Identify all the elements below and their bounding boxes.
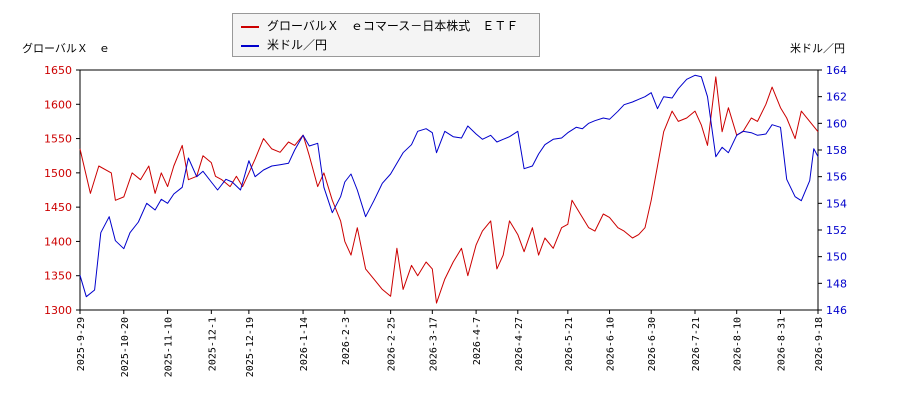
x-axis: 2025-9-29 2025-10-20 2025-11-10 2025-12-1 20… — [76, 310, 825, 377]
x-tick-label: 2025-12-1 — [207, 317, 218, 371]
x-tick-label: 2026-1-14 — [299, 317, 310, 371]
right-tick-label: 148 — [826, 277, 847, 290]
x-tick-label: 2026-6-10 — [606, 317, 617, 371]
right-tick-label: 162 — [826, 91, 847, 104]
left-tick-label: 1350 — [44, 270, 72, 283]
plot-frame — [79, 69, 819, 311]
x-tick-label: 2026-5-21 — [564, 317, 575, 371]
left-tick-label: 1450 — [44, 201, 72, 214]
x-tick-label: 2025-11-10 — [164, 317, 175, 377]
x-tick-label: 2026-4-27 — [514, 317, 525, 371]
legend-item-etf: グローバルＸ ｅコマース－日本株式 ＥＴＦ — [241, 17, 518, 35]
right-tick-label: 160 — [826, 117, 847, 130]
right-tick-label: 158 — [826, 144, 847, 157]
right-axis-title: 米ドル／円 — [790, 42, 845, 55]
x-tick-label: 2025-9-29 — [76, 317, 87, 371]
left-tick-label: 1300 — [44, 304, 72, 317]
right-tick-label: 150 — [826, 251, 847, 264]
legend-swatch-etf — [241, 25, 259, 28]
series-layer — [79, 74, 819, 304]
right-tick-label: 146 — [826, 304, 847, 317]
x-tick-label: 2026-4-7 — [472, 317, 483, 365]
legend-label-usdjpy: 米ドル／円 — [267, 38, 328, 52]
right-tick-label: 164 — [826, 64, 847, 77]
x-tick-label: 2025-12-19 — [245, 317, 256, 377]
left-tick-label: 1650 — [44, 64, 72, 77]
x-tick-label: 2026-6-30 — [647, 317, 658, 371]
x-tick-label: 2026-9-18 — [814, 317, 825, 371]
x-tick-label: 2026-3-17 — [428, 317, 439, 371]
left-tick-label: 1500 — [44, 167, 72, 180]
x-tick-label: 2026-7-21 — [691, 317, 702, 371]
legend: グローバルＸ ｅコマース－日本株式 ＥＴＦ 米ドル／円 — [232, 13, 540, 57]
x-tick-label: 2025-10-20 — [120, 317, 131, 377]
right-tick-label: 154 — [826, 197, 847, 210]
legend-swatch-usdjpy — [241, 44, 259, 47]
plot-border — [79, 69, 819, 311]
left-axis-title: グローバルＸ ｅ — [22, 42, 110, 55]
x-tick-label: 2026-8-31 — [776, 317, 787, 371]
legend-label-etf: グローバルＸ ｅコマース－日本株式 ＥＴＦ — [267, 19, 519, 33]
left-tick-label: 1600 — [44, 98, 72, 111]
left-y-axis: 1300 1350 1400 1450 1500 1550 1600 1650 — [44, 64, 80, 317]
right-y-axis: 146 148 150 152 154 156 158 160 162 164 — [818, 64, 847, 317]
x-tick-label: 2026-2-25 — [387, 317, 398, 371]
x-tick-label: 2026-8-10 — [733, 317, 744, 371]
left-tick-label: 1400 — [44, 235, 72, 248]
legend-item-usdjpy: 米ドル／円 — [241, 36, 327, 54]
x-tick-label: 2026-2-3 — [341, 317, 352, 365]
left-tick-label: 1550 — [44, 133, 72, 146]
right-tick-label: 152 — [826, 224, 847, 237]
etf-price-line — [79, 76, 819, 304]
right-tick-label: 156 — [826, 171, 847, 184]
usdjpy-line — [79, 74, 819, 298]
